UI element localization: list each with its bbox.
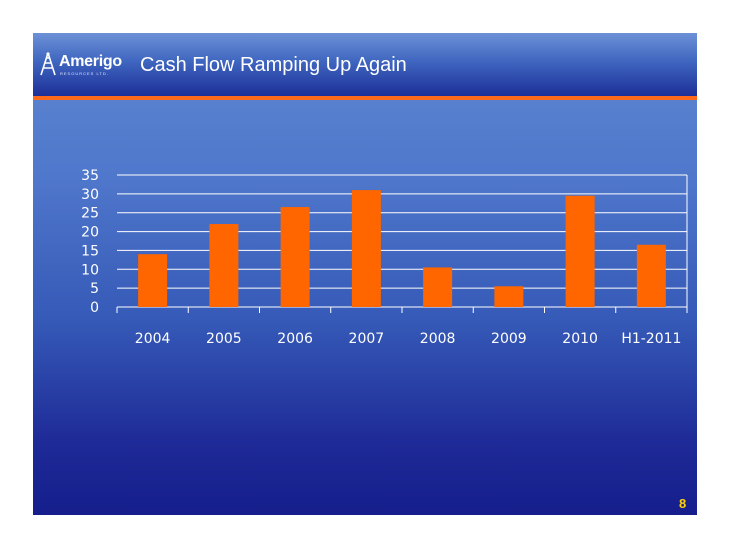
- logo-wordmark: Amerigo: [59, 53, 122, 70]
- page-number: 8: [679, 496, 687, 511]
- x-axis-ticks: 2004 2005 2006 2007 2008 2009 2010 H1-2011: [116, 307, 688, 347]
- company-logo: Amerigo RESOURCES LTD.: [38, 52, 128, 78]
- derrick-logo-icon: [40, 52, 56, 76]
- y-axis-ticks: 0 5 10 15 20 25 30 35: [81, 168, 99, 316]
- y-tick-label: 15: [81, 243, 99, 259]
- x-tick-label: 2007: [349, 331, 385, 347]
- y-tick-label: 35: [81, 168, 99, 184]
- bar: [209, 224, 239, 307]
- x-tick-label: 2008: [420, 331, 456, 347]
- bar: [280, 207, 310, 307]
- bars: [138, 190, 666, 307]
- x-tick-label: 2005: [206, 331, 242, 347]
- y-tick-label: 5: [90, 281, 99, 297]
- bar: [494, 286, 524, 307]
- y-tick-label: 25: [81, 206, 99, 222]
- bar: [138, 254, 168, 307]
- bar: [351, 190, 381, 307]
- y-tick-label: 10: [81, 262, 99, 278]
- bar: [423, 267, 453, 307]
- slide: Amerigo RESOURCES LTD. Cash Flow Ramping…: [33, 33, 697, 515]
- gridlines: [117, 174, 688, 308]
- slide-header: Amerigo RESOURCES LTD. Cash Flow Ramping…: [33, 33, 697, 96]
- y-tick-label: 30: [81, 187, 99, 203]
- y-tick-label: 0: [90, 300, 99, 316]
- x-tick-label: H1-2011: [621, 331, 681, 347]
- header-divider: [33, 96, 697, 100]
- bar: [565, 195, 595, 307]
- x-tick-label: 2010: [562, 331, 598, 347]
- x-tick-label: 2009: [491, 331, 527, 347]
- x-tick-label: 2004: [135, 331, 171, 347]
- slide-title: Cash Flow Ramping Up Again: [140, 54, 407, 76]
- x-tick-label: 2006: [277, 331, 313, 347]
- y-tick-label: 20: [81, 225, 99, 241]
- bar: [636, 244, 666, 307]
- logo-subtitle: RESOURCES LTD.: [60, 71, 109, 76]
